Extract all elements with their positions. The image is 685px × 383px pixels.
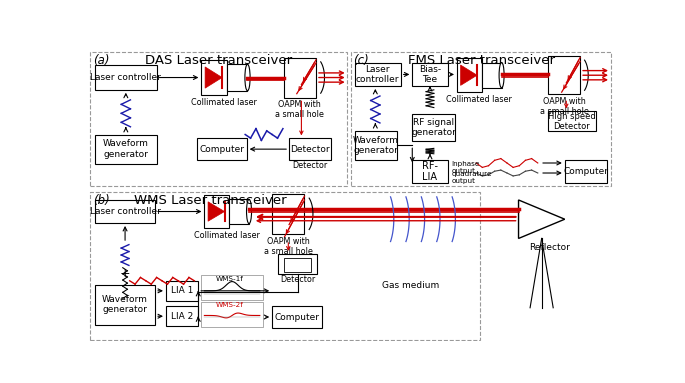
Text: Waveform
generator: Waveform generator <box>353 136 399 155</box>
Text: Computer: Computer <box>199 145 244 154</box>
Text: RF signal
generator: RF signal generator <box>412 118 456 137</box>
Text: Collimated laser: Collimated laser <box>192 98 258 107</box>
Text: DAS Laser transceiver: DAS Laser transceiver <box>145 54 292 67</box>
Text: Reflector: Reflector <box>529 243 570 252</box>
Text: LIA 2: LIA 2 <box>171 312 193 321</box>
Text: FMS Laser transceiver: FMS Laser transceiver <box>408 54 555 67</box>
Text: Collimated laser: Collimated laser <box>447 95 512 104</box>
Text: High speed
Detector: High speed Detector <box>548 112 595 131</box>
Text: Detector: Detector <box>290 145 330 154</box>
Bar <box>482 62 501 88</box>
Text: OAPM with
a small hole: OAPM with a small hole <box>540 97 588 116</box>
Bar <box>272 194 304 234</box>
Text: Detector: Detector <box>280 275 315 285</box>
Bar <box>355 63 401 86</box>
Polygon shape <box>205 67 222 88</box>
Text: WMS-2f: WMS-2f <box>216 302 244 308</box>
Ellipse shape <box>245 64 250 91</box>
Bar <box>166 281 198 301</box>
Bar <box>201 60 227 95</box>
Bar <box>289 138 332 160</box>
Bar <box>95 200 155 223</box>
Bar <box>204 195 229 228</box>
Text: (a): (a) <box>92 54 109 67</box>
Text: Laser controller: Laser controller <box>90 73 161 82</box>
Bar <box>229 200 249 224</box>
Bar <box>90 192 480 340</box>
Text: Inphase
output: Inphase output <box>451 161 480 173</box>
Bar <box>284 57 316 98</box>
Text: Laser controller: Laser controller <box>90 207 160 216</box>
Ellipse shape <box>247 200 251 224</box>
Text: LIA 1: LIA 1 <box>171 286 193 295</box>
Text: Gas medium: Gas medium <box>382 281 439 290</box>
Text: Computer: Computer <box>563 167 608 176</box>
Bar <box>227 64 247 91</box>
Bar <box>90 52 347 186</box>
Text: WMS Laser transceiver: WMS Laser transceiver <box>134 194 287 207</box>
Bar <box>278 254 316 274</box>
Bar <box>197 138 247 160</box>
Bar <box>355 131 397 160</box>
Text: Waveform
generator: Waveform generator <box>102 295 148 314</box>
Bar <box>95 134 157 164</box>
Bar <box>412 114 456 141</box>
Bar <box>548 111 595 131</box>
Polygon shape <box>460 65 477 85</box>
Bar <box>284 258 310 272</box>
Bar <box>95 65 157 90</box>
Text: Computer: Computer <box>275 313 320 321</box>
Bar <box>201 302 263 327</box>
Text: WMS-1f: WMS-1f <box>216 276 244 282</box>
Bar <box>564 160 607 183</box>
Text: +: + <box>120 267 130 280</box>
Text: quadrature
output: quadrature output <box>451 171 492 184</box>
Bar <box>95 285 155 325</box>
Text: (c): (c) <box>353 54 369 67</box>
Text: Collimated laser: Collimated laser <box>194 231 260 240</box>
Text: Laser
controller: Laser controller <box>356 65 399 84</box>
Bar <box>272 306 322 328</box>
Bar <box>412 160 448 183</box>
Bar <box>457 58 482 92</box>
Bar <box>201 275 263 300</box>
Polygon shape <box>208 202 225 221</box>
Bar <box>166 306 198 326</box>
Text: OAPM with
a small hole: OAPM with a small hole <box>275 100 324 119</box>
Text: Waveform
generator: Waveform generator <box>103 139 149 159</box>
Bar <box>548 56 580 95</box>
Bar <box>351 52 611 186</box>
Text: (b): (b) <box>92 194 110 207</box>
Text: Bias-
Tee: Bias- Tee <box>419 65 441 84</box>
Text: OAPM with
a small hole: OAPM with a small hole <box>264 237 313 256</box>
Text: RF-
LIA: RF- LIA <box>422 161 438 182</box>
Bar <box>412 63 448 86</box>
Text: Detector: Detector <box>292 162 327 170</box>
Ellipse shape <box>499 62 504 88</box>
